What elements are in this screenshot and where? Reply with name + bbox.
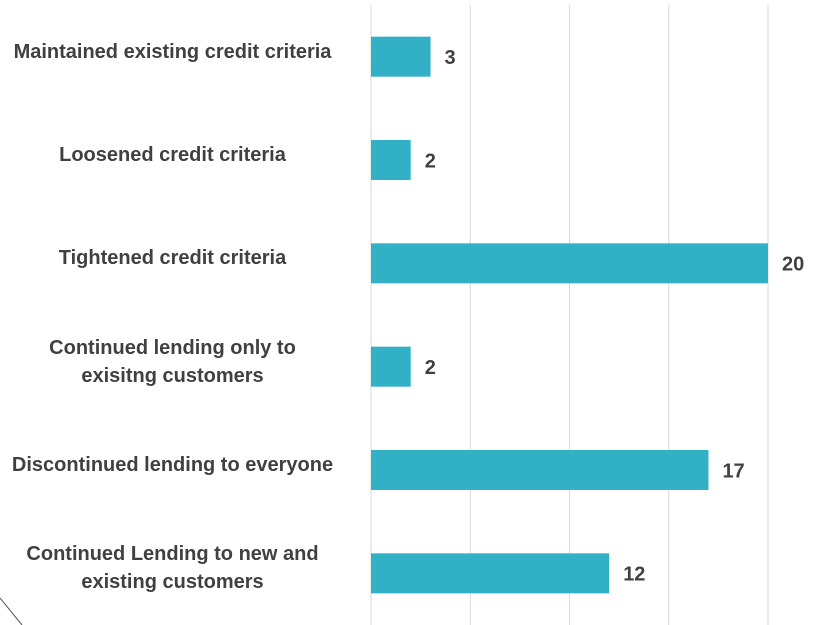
bar (371, 553, 610, 594)
category-label: Discontinued lending to everyone (11, 454, 334, 476)
bar (371, 346, 411, 387)
category-label: Loosened credit criteria (59, 144, 286, 166)
category-label: Continued Lending to new and existing cu… (26, 543, 319, 594)
bar (371, 140, 411, 180)
value-label: 17 (722, 460, 744, 482)
value-label: 2 (425, 150, 436, 172)
bar (371, 450, 709, 490)
value-label: 20 (782, 254, 804, 276)
value-label: 3 (445, 47, 456, 69)
value-label: 12 (623, 564, 645, 586)
decoration (0, 597, 23, 625)
bar (371, 36, 431, 77)
category-label: Maintained existing credit criteria (13, 40, 332, 63)
bar (371, 243, 768, 284)
value-label: 2 (425, 357, 436, 379)
category-label: Continued lending only to exisitng custo… (49, 336, 296, 387)
category-label: Tightened credit criteria (58, 247, 287, 270)
